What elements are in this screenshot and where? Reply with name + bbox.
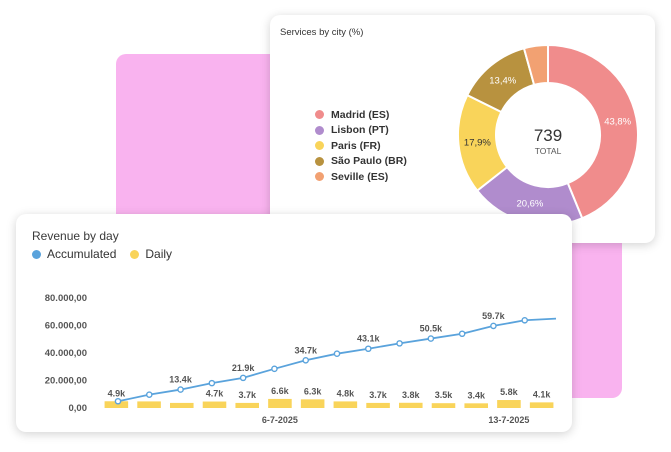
accumulated-point: [333, 350, 341, 357]
daily-bar-label: 6.6k: [271, 386, 290, 396]
daily-bar-label: 6.3k: [304, 386, 323, 396]
daily-bar-label: 4.7k: [206, 389, 225, 399]
donut-slice-label: 43,8%: [604, 116, 631, 127]
donut-slice-label: 13,4%: [489, 75, 516, 86]
y-tick-label: 40.000,00: [45, 348, 87, 359]
x-tick-label: 6-7-2025: [262, 415, 298, 425]
legend-swatch: [130, 249, 140, 259]
daily-bar: [268, 398, 292, 408]
accumulated-point-label: 50.5k: [420, 324, 444, 334]
daily-bar-label: 3.8k: [402, 390, 421, 400]
accumulated-point: [271, 365, 278, 373]
accumulated-point: [302, 356, 310, 364]
accumulated-point-label: 34.7k: [294, 345, 318, 355]
donut-slice: [547, 43, 639, 220]
daily-bar: [235, 402, 259, 408]
revenue-legend-label: Daily: [145, 247, 173, 261]
daily-bar-label: 3.7k: [238, 390, 257, 400]
donut-chart: 43,8% 20,6% 17,9% 13,4% 739 TOTAL: [457, 43, 639, 226]
donut-legend-label: Paris (FR): [331, 139, 381, 152]
legend-swatch: [315, 172, 324, 182]
daily-bar: [497, 400, 521, 408]
daily-bar: [464, 403, 488, 408]
accumulated-point: [458, 330, 466, 338]
daily-bar-label: 4.9k: [108, 388, 127, 398]
daily-bar-label: 4.1k: [533, 389, 552, 399]
daily-bar-label: 4.8k: [337, 388, 356, 398]
accumulated-point: [427, 335, 435, 342]
revenue-legend: Accumulated Daily: [32, 247, 186, 261]
accumulated-point: [239, 374, 247, 382]
donut-legend-label: Seville (ES): [331, 170, 389, 183]
y-tick-label: 20.000,00: [45, 376, 87, 387]
donut-legend-label: Madrid (ES): [331, 108, 390, 121]
daily-bar: [202, 401, 227, 408]
accumulated-point: [521, 316, 529, 324]
x-tick-label: 13-7-2025: [488, 415, 529, 425]
accumulated-point: [114, 397, 122, 405]
revenue-by-day-card: Revenue by day Accumulated Daily 80.000,0…: [16, 214, 572, 432]
accumulated-point-label: 59.7k: [482, 311, 506, 321]
donut-center-label: TOTAL: [535, 146, 562, 156]
donut-legend-item: Paris (FR): [315, 138, 407, 154]
daily-bar: [170, 402, 194, 408]
daily-bar-label: 3.7k: [369, 390, 388, 400]
daily-bar-label: 3.5k: [435, 390, 454, 400]
donut-legend-item: São Paulo (BR): [315, 154, 407, 170]
y-tick-label: 0,00: [69, 403, 88, 414]
donut-slice-label: 20,6%: [516, 199, 543, 210]
donut-legend-label: Lisbon (PT): [331, 124, 389, 137]
donut-legend-item: Seville (ES): [315, 169, 407, 185]
y-tick-label: 80.000,00: [45, 293, 87, 304]
donut-legend: Madrid (ES) Lisbon (PT) Paris (FR) São Paul…: [315, 107, 407, 185]
accumulated-point: [396, 340, 403, 347]
legend-swatch: [32, 249, 41, 259]
accumulated-point-label: 43.1k: [357, 334, 381, 344]
legend-swatch: [315, 110, 324, 120]
revenue-legend-item: Accumulated: [32, 247, 116, 261]
revenue-legend-item: Daily: [130, 247, 172, 261]
daily-bar: [104, 401, 129, 408]
donut-legend-item: Madrid (ES): [315, 107, 407, 123]
daily-bar-label: 3.4k: [467, 390, 486, 400]
daily-bar: [431, 403, 456, 408]
accumulated-point-label: 13.4k: [169, 375, 193, 385]
accumulated-point: [364, 345, 372, 353]
accumulated-point: [145, 391, 153, 398]
donut-legend-label: São Paulo (BR): [331, 155, 407, 168]
daily-bar: [399, 402, 423, 408]
legend-swatch: [315, 125, 324, 135]
accumulated-point: [208, 379, 216, 387]
revenue-legend-label: Accumulated: [47, 247, 117, 261]
accumulated-point: [490, 322, 497, 330]
daily-bar: [333, 401, 358, 408]
donut-title: Services by city (%): [280, 27, 364, 38]
revenue-title: Revenue by day: [32, 229, 119, 243]
daily-bar: [366, 402, 390, 408]
daily-bar: [529, 402, 554, 408]
services-by-city-card: Services by city (%) Madrid (ES) Lisbon (…: [270, 15, 655, 243]
donut-legend-item: Lisbon (PT): [315, 123, 407, 139]
accumulated-point-label: 21.9k: [232, 363, 256, 373]
daily-bar: [300, 399, 325, 408]
donut-slice-label: 17,9%: [464, 137, 491, 148]
donut-slice: [522, 43, 549, 87]
daily-bar-label: 5.8k: [500, 387, 519, 397]
revenue-chart: 80.000,00 60.000,00 40.000,00 20.000,00 0,00…: [45, 293, 557, 425]
legend-swatch: [315, 156, 324, 166]
donut-center-value: 739: [534, 126, 562, 145]
legend-swatch: [315, 141, 324, 151]
accumulated-point: [177, 386, 184, 393]
y-tick-label: 60.000,00: [45, 321, 87, 332]
daily-bar: [137, 401, 161, 408]
